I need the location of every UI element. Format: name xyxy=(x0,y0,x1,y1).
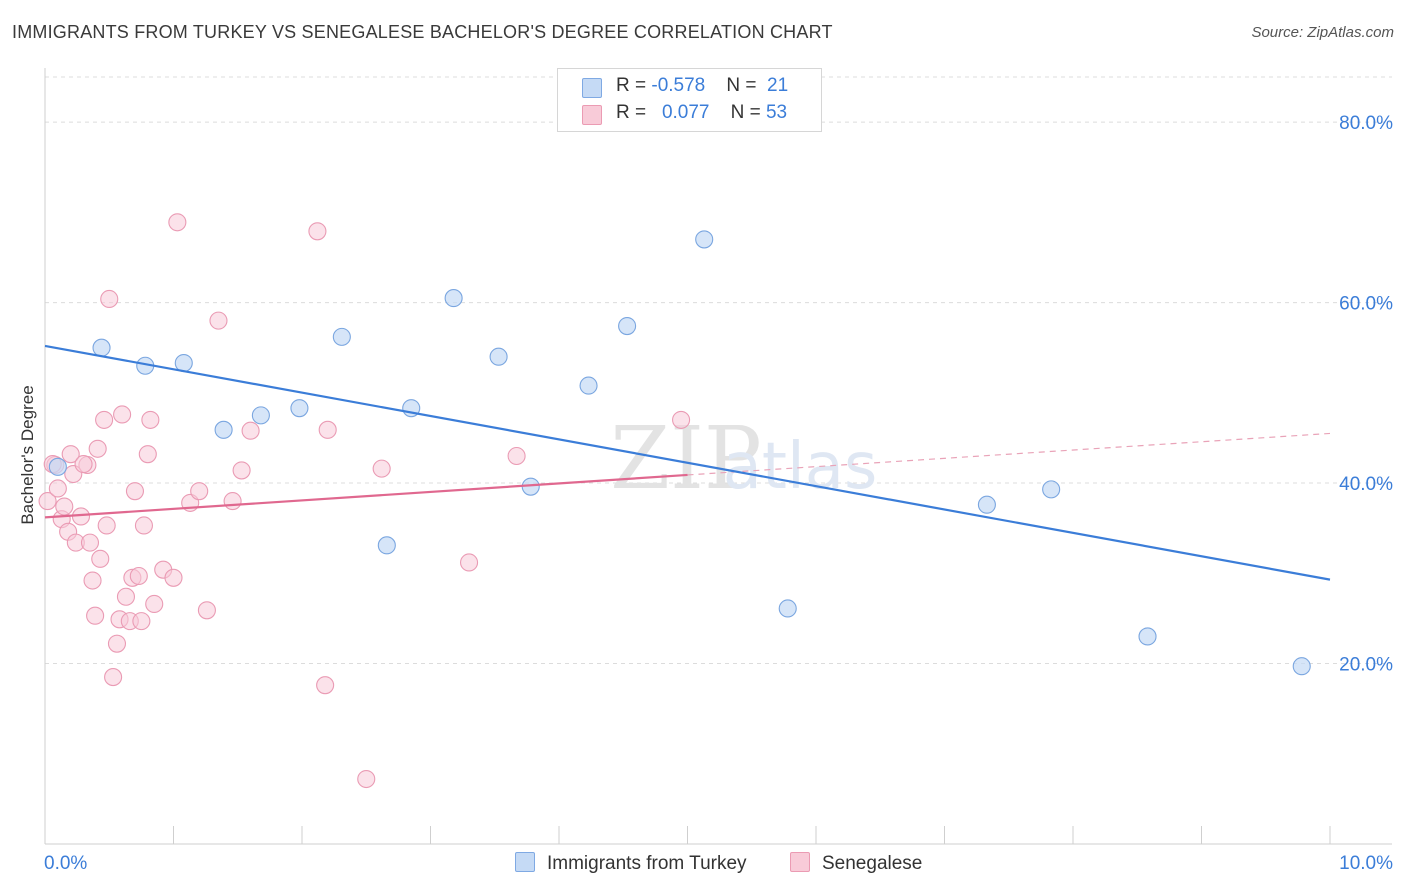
senegalese-point xyxy=(100,289,119,309)
turkey-point xyxy=(579,376,598,395)
turkey-point xyxy=(618,316,637,336)
senegalese-point xyxy=(316,676,335,695)
senegalese-point xyxy=(138,445,157,464)
senegalese-trend-line xyxy=(44,473,688,519)
senegalese-point xyxy=(459,553,479,572)
source-label: Source: ZipAtlas.com xyxy=(1251,24,1394,41)
turkey-point xyxy=(1138,627,1157,646)
trend-layer xyxy=(687,432,1331,476)
senegalese-point xyxy=(55,497,74,516)
stats-legend: R = -0.578 N = 21 R = 0.077 N = 53 xyxy=(557,68,822,132)
y-tick-label: 60.0% xyxy=(1339,294,1393,315)
turkey-point xyxy=(1042,480,1061,499)
senegalese-point xyxy=(372,459,391,478)
turkey-point xyxy=(977,495,996,514)
y-tick-label: 40.0% xyxy=(1339,474,1393,495)
senegalese-point xyxy=(88,439,107,458)
senegalese-point xyxy=(507,446,526,466)
x-tick-label: 0.0% xyxy=(44,853,87,874)
senegalese-point xyxy=(48,479,67,498)
turkey-point xyxy=(1292,657,1311,676)
turkey-point xyxy=(489,347,508,366)
senegalese-point xyxy=(97,516,116,535)
r-value: -0.578 xyxy=(651,75,706,96)
turkey-point xyxy=(290,399,309,418)
chart-title: IMMIGRANTS FROM TURKEY VS SENEGALESE BAC… xyxy=(12,22,833,42)
y-axis-label: Bachelor's Degree xyxy=(18,385,37,525)
senegalese-point xyxy=(95,410,114,429)
senegalese-point xyxy=(141,410,160,429)
senegalese-point xyxy=(61,445,80,464)
senegalese-trend-extension xyxy=(687,432,1331,476)
turkey-point xyxy=(251,406,270,425)
turkey-point xyxy=(48,457,67,476)
senegalese-point xyxy=(308,222,327,241)
senegalese-point xyxy=(107,634,127,653)
turkey-point xyxy=(377,536,396,555)
legend-item-turkey[interactable]: Immigrants from Turkey xyxy=(515,852,747,875)
axis-layer xyxy=(44,68,1392,845)
senegalese-point xyxy=(83,571,102,590)
tick-layer: 20.0% 40.0% 60.0% 80.0% 0.0% 10.0% xyxy=(44,113,1393,874)
turkey-point xyxy=(444,289,463,308)
senegalese-point xyxy=(80,533,100,552)
senegalese-point xyxy=(197,601,216,620)
n-value: 21 xyxy=(767,75,789,96)
senegalese-point xyxy=(318,420,337,439)
y-tick-label: 20.0% xyxy=(1339,655,1393,676)
n-label: N = xyxy=(730,102,766,123)
legend-item-senegalese[interactable]: Senegalese xyxy=(790,852,922,875)
senegalese-point xyxy=(104,668,123,687)
senegalese-point xyxy=(74,455,93,474)
senegalese-point xyxy=(672,410,691,429)
senegalese-point xyxy=(86,606,105,625)
senegalese-point xyxy=(145,594,164,614)
senegalese-point xyxy=(113,405,132,424)
turkey-point xyxy=(214,420,233,439)
senegalese-point xyxy=(38,492,57,511)
r-value: 0.077 xyxy=(661,102,710,123)
senegalese-legend-label: Senegalese xyxy=(822,853,923,874)
turkey-point xyxy=(92,338,111,357)
senegalese-point xyxy=(357,769,376,789)
n-value: 53 xyxy=(765,102,788,123)
senegalese-point xyxy=(232,461,251,480)
senegalese-point xyxy=(209,311,228,330)
senegalese-swatch xyxy=(582,105,602,125)
senegalese-point xyxy=(91,549,110,568)
senegalese-point xyxy=(129,566,148,586)
senegalese-point xyxy=(116,587,136,606)
senegalese-point xyxy=(223,492,242,511)
turkey-legend-swatch xyxy=(515,852,535,872)
senegalese-point xyxy=(168,213,187,232)
senegalese-point xyxy=(190,482,209,501)
senegalese-point xyxy=(132,612,151,631)
r-label: R = xyxy=(616,75,652,96)
x-tick-label: 10.0% xyxy=(1339,853,1393,874)
senegalese-point xyxy=(164,568,183,587)
points-layer xyxy=(38,213,1331,789)
n-label: N = xyxy=(726,75,762,96)
turkey-trend-line xyxy=(44,344,1331,581)
turkey-point xyxy=(332,327,351,346)
grid-layer xyxy=(45,76,1392,665)
turkey-point xyxy=(695,230,714,249)
senegalese-point xyxy=(241,421,260,440)
turkey-point xyxy=(778,599,797,618)
turkey-legend-label: Immigrants from Turkey xyxy=(547,853,747,874)
senegalese-legend-swatch xyxy=(790,852,810,872)
r-label: R = xyxy=(616,102,652,123)
senegalese-point xyxy=(125,482,144,501)
turkey-swatch xyxy=(582,78,602,98)
senegalese-point xyxy=(134,516,153,535)
y-tick-label: 80.0% xyxy=(1339,113,1393,134)
